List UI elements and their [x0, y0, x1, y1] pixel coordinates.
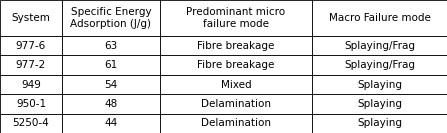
Bar [160, 114, 312, 133]
Bar [312, 55, 447, 75]
Text: 977-6: 977-6 [16, 41, 46, 51]
Bar [0, 114, 62, 133]
Bar [312, 36, 447, 55]
Text: System: System [12, 13, 51, 23]
Bar [0, 36, 62, 55]
Text: Delamination: Delamination [201, 99, 271, 109]
Text: Macro Failure mode: Macro Failure mode [329, 13, 430, 23]
Bar [62, 75, 160, 94]
Text: 5250-4: 5250-4 [13, 118, 49, 128]
Bar [62, 0, 160, 36]
Bar [0, 75, 62, 94]
Text: 48: 48 [105, 99, 118, 109]
Text: 63: 63 [105, 41, 118, 51]
Text: 54: 54 [105, 80, 118, 90]
Text: 44: 44 [105, 118, 118, 128]
Text: Splaying: Splaying [357, 80, 402, 90]
Text: Fibre breakage: Fibre breakage [197, 60, 275, 70]
Text: Splaying/Frag: Splaying/Frag [344, 41, 415, 51]
Bar [0, 55, 62, 75]
Text: 950-1: 950-1 [16, 99, 46, 109]
Bar [160, 94, 312, 114]
Text: 61: 61 [105, 60, 118, 70]
Text: Splaying: Splaying [357, 118, 402, 128]
Text: Fibre breakage: Fibre breakage [197, 41, 275, 51]
Bar [160, 0, 312, 36]
Bar [160, 55, 312, 75]
Bar [0, 0, 62, 36]
Bar [312, 94, 447, 114]
Bar [0, 94, 62, 114]
Text: Splaying/Frag: Splaying/Frag [344, 60, 415, 70]
Bar [62, 114, 160, 133]
Text: 949: 949 [21, 80, 41, 90]
Text: Splaying: Splaying [357, 99, 402, 109]
Bar [62, 94, 160, 114]
Bar [312, 114, 447, 133]
Bar [312, 75, 447, 94]
Bar [62, 36, 160, 55]
Bar [160, 75, 312, 94]
Bar [62, 55, 160, 75]
Text: Mixed: Mixed [221, 80, 251, 90]
Text: 977-2: 977-2 [16, 60, 46, 70]
Bar [160, 36, 312, 55]
Text: Specific Energy
Adsorption (J/g): Specific Energy Adsorption (J/g) [71, 7, 152, 29]
Text: Predominant micro
failure mode: Predominant micro failure mode [186, 7, 286, 29]
Text: Delamination: Delamination [201, 118, 271, 128]
Bar [312, 0, 447, 36]
